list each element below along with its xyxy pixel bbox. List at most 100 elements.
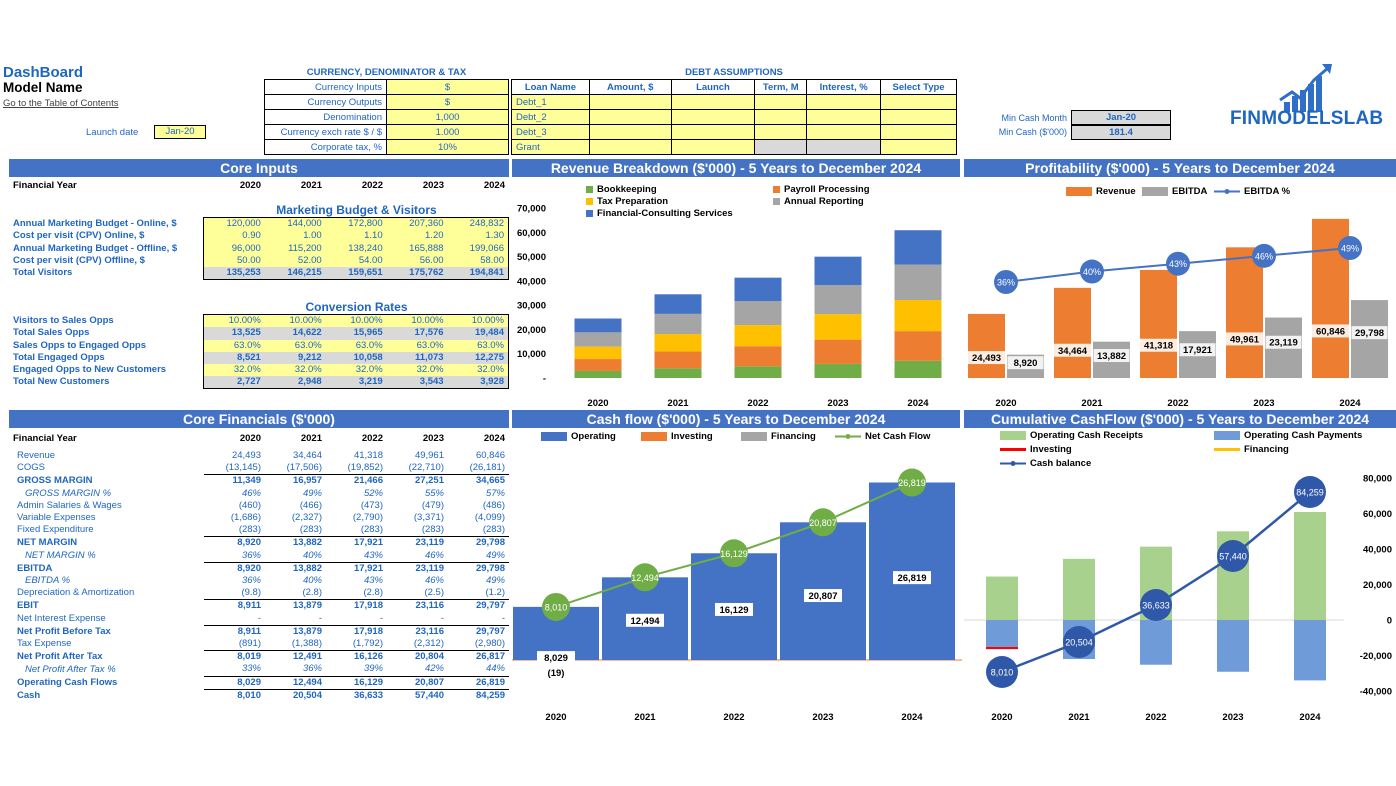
input-cell[interactable]: 10.00% <box>203 314 265 328</box>
input-cell: 3,219 <box>325 376 387 390</box>
debt-input-cell[interactable] <box>880 109 957 125</box>
input-cell[interactable]: 0.90 <box>203 230 265 243</box>
input-cell[interactable]: 63.0% <box>386 339 448 352</box>
currency-row-value[interactable]: 1,000 <box>386 109 509 125</box>
fin-row-label: Net Interest Expense <box>17 612 106 624</box>
input-cell[interactable]: 1.10 <box>325 230 387 243</box>
debt-input-cell[interactable] <box>670 94 756 110</box>
debt-input-cell[interactable] <box>754 94 808 110</box>
input-cell[interactable]: 63.0% <box>447 339 509 352</box>
debt-input-cell[interactable] <box>806 139 882 155</box>
profit-ebitda-label: 8,920 <box>1014 358 1038 369</box>
fin-row-label: Operating Cash Flows <box>17 676 118 688</box>
profit-revenue-bar <box>968 313 1005 378</box>
legend-payroll: Payroll Processing <box>773 184 870 195</box>
cashflow-label-bg <box>626 613 664 627</box>
fy-label: Financial Year <box>13 180 77 191</box>
debt-input-cell[interactable] <box>880 124 957 140</box>
fin-cell: 13,882 <box>265 536 326 550</box>
debt-loan-name[interactable]: Grant <box>511 139 590 155</box>
input-cell[interactable]: 32.0% <box>264 364 326 377</box>
currency-row-value[interactable]: 10% <box>386 139 509 155</box>
legend-cum-financing: Financing <box>1214 444 1289 455</box>
debt-input-cell[interactable] <box>588 94 672 110</box>
input-cell[interactable]: 32.0% <box>203 364 265 377</box>
input-cell[interactable]: 50.00 <box>203 254 265 268</box>
currency-table: Currency Inputs $ Currency Outputs $ Denomin… <box>264 79 509 155</box>
toc-link[interactable]: Go to the Table of Contents <box>3 98 119 109</box>
cash-flow-chart: 8,029 2020 12,494 2021 16,129 2022 20,807 2023 2… <box>512 468 962 723</box>
input-cell[interactable]: 63.0% <box>325 339 387 352</box>
ebitda-pct-label: 49% <box>1341 244 1359 254</box>
input-cell[interactable]: 63.0% <box>264 339 326 352</box>
debt-loan-name[interactable]: Debt_2 <box>511 109 590 125</box>
input-cell[interactable]: 32.0% <box>325 364 387 377</box>
conversion-rates-title: Conversion Rates <box>305 300 408 315</box>
input-cell[interactable]: 207,360 <box>386 217 448 231</box>
profit-label-bg <box>1007 356 1044 370</box>
fin-cell: (9.8) <box>241 587 261 599</box>
currency-row-value[interactable]: $ <box>386 94 509 110</box>
debt-input-cell[interactable] <box>588 124 672 140</box>
currency-row-value[interactable]: $ <box>386 79 509 95</box>
fin-cell: 46% <box>424 549 444 561</box>
fin-cell: (1,388) <box>291 638 322 650</box>
debt-loan-name[interactable]: Debt_3 <box>511 124 590 140</box>
legend-investing: Investing <box>641 431 713 442</box>
input-cell[interactable]: 54.00 <box>325 254 387 268</box>
input-cell[interactable]: 1.20 <box>386 230 448 243</box>
debt-input-cell[interactable] <box>670 139 756 155</box>
revenue-bar-segment <box>574 332 622 347</box>
input-cell[interactable]: 63.0% <box>203 339 265 352</box>
input-cell[interactable]: 165,888 <box>386 242 448 255</box>
cumulative-x-tick: 2023 <box>1222 712 1243 723</box>
ebitda-pct-marker <box>1338 236 1362 260</box>
cash-balance-label: 8,010 <box>991 668 1014 678</box>
input-cell[interactable]: 10.00% <box>386 314 448 328</box>
debt-input-cell[interactable] <box>588 109 672 125</box>
input-cell[interactable]: 144,000 <box>264 217 326 231</box>
debt-input-cell[interactable] <box>806 94 882 110</box>
input-cell[interactable]: 248,832 <box>447 217 509 231</box>
fin-cell: (473) <box>360 499 383 511</box>
fin-cell: (466) <box>299 499 322 511</box>
debt-input-cell[interactable] <box>588 139 672 155</box>
debt-input-cell[interactable] <box>754 124 808 140</box>
input-cell[interactable]: 32.0% <box>386 364 448 377</box>
debt-input-cell[interactable] <box>806 124 882 140</box>
debt-input-cell[interactable] <box>670 124 756 140</box>
input-cell[interactable]: 138,240 <box>325 242 387 255</box>
debt-input-cell[interactable] <box>754 109 808 125</box>
input-cell[interactable]: 199,066 <box>447 242 509 255</box>
debt-input-cell[interactable] <box>806 109 882 125</box>
input-cell[interactable]: 56.00 <box>386 254 448 268</box>
fin-row-label: EBITDA <box>17 562 53 574</box>
debt-input-cell[interactable] <box>880 94 957 110</box>
input-cell[interactable]: 115,200 <box>264 242 326 255</box>
fin-cell: (2,790) <box>352 512 383 524</box>
input-cell[interactable]: 58.00 <box>447 254 509 268</box>
currency-row-value[interactable]: 1.000 <box>386 124 509 140</box>
input-cell[interactable]: 10.00% <box>264 314 326 328</box>
input-cell[interactable]: 1.30 <box>447 230 509 243</box>
debt-loan-name[interactable]: Debt_1 <box>511 94 590 110</box>
cumulative-receipts-bar <box>986 576 1018 620</box>
debt-input-cell[interactable] <box>880 139 957 155</box>
input-cell[interactable]: 32.0% <box>447 364 509 377</box>
launch-date-value[interactable]: Jan-20 <box>154 125 206 139</box>
input-cell[interactable]: 96,000 <box>203 242 265 255</box>
input-cell[interactable]: 1.00 <box>264 230 326 243</box>
debt-input-cell[interactable] <box>754 139 808 155</box>
input-cell[interactable]: 52.00 <box>264 254 326 268</box>
cashflow-operating-label: 16,129 <box>719 605 748 616</box>
cumulative-investing-bar <box>986 647 1018 649</box>
fin-row-label: EBITDA % <box>25 575 71 587</box>
input-cell[interactable]: 120,000 <box>203 217 265 231</box>
input-row-label: Cost per visit (CPV) Offline, $ <box>13 254 145 266</box>
input-cell[interactable]: 10.00% <box>325 314 387 328</box>
input-cell[interactable]: 172,800 <box>325 217 387 231</box>
fin-cell: (2.5) <box>424 587 444 599</box>
revenue-bar-segment <box>894 230 942 265</box>
debt-input-cell[interactable] <box>670 109 756 125</box>
input-cell[interactable]: 10.00% <box>447 314 509 328</box>
